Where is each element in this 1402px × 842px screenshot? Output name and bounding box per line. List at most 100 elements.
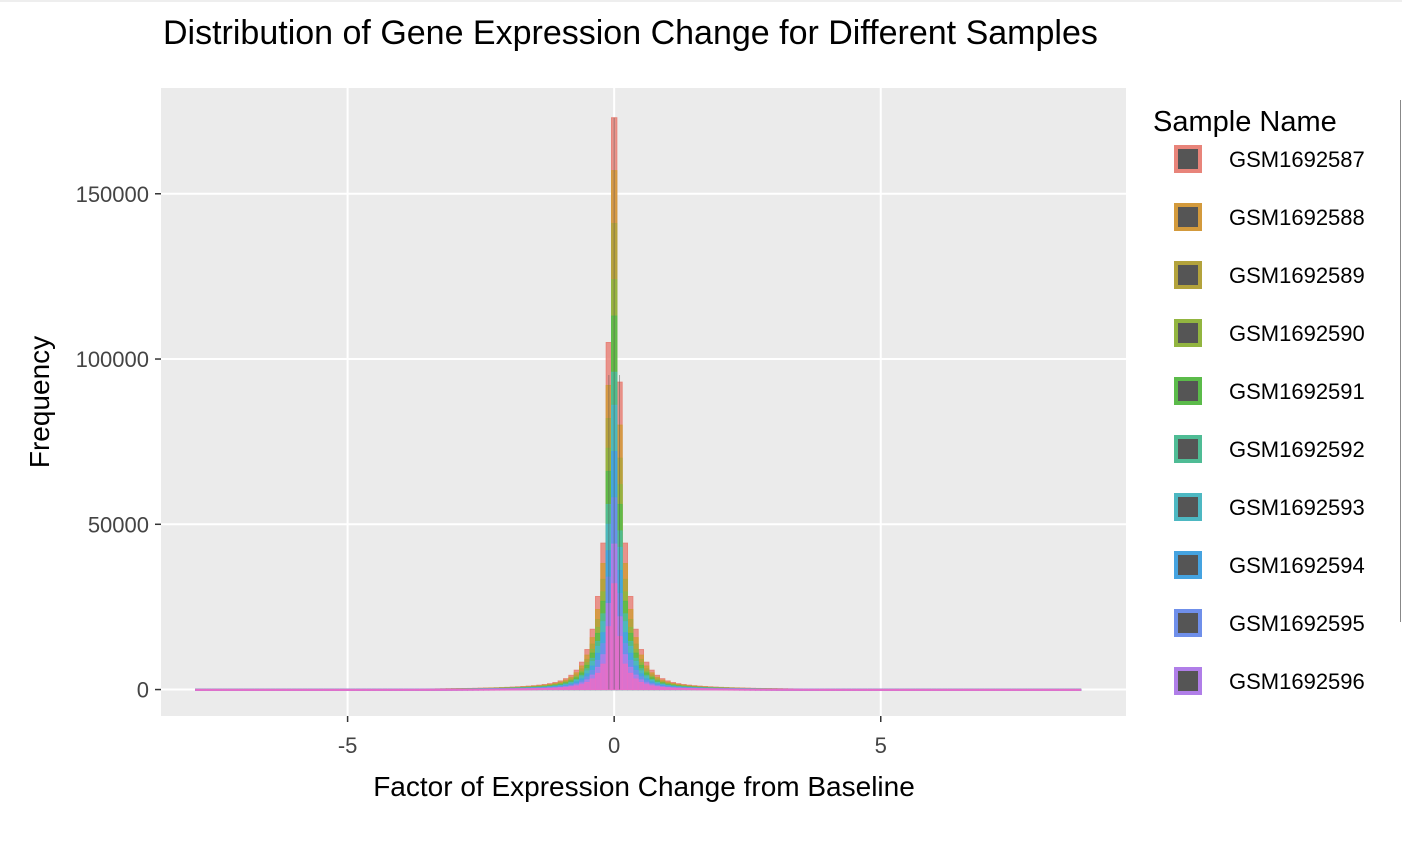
- histogram-bar: [627, 672, 634, 691]
- histogram-bar: [403, 688, 410, 691]
- legend-key: [1174, 203, 1202, 231]
- y-axis-label: Frequency: [24, 336, 55, 468]
- legend-label: GSM1692595: [1229, 611, 1365, 636]
- legend-item[interactable]: GSM1692596: [1174, 667, 1365, 695]
- legend-key: [1174, 319, 1202, 347]
- histogram-bar: [770, 688, 778, 691]
- histogram-bar: [461, 688, 469, 691]
- histogram-bar: [227, 688, 234, 691]
- x-tick-label: 0: [608, 733, 620, 758]
- legend-key: [1174, 551, 1202, 579]
- y-tick-label: 0: [137, 678, 149, 703]
- plot-panel: [161, 88, 1126, 716]
- legend-key: [1174, 609, 1202, 637]
- histogram-bar: [568, 686, 575, 691]
- histogram-bar: [701, 688, 708, 691]
- histogram-bar: [195, 688, 202, 691]
- histogram-bar: [317, 688, 325, 691]
- histogram-bar: [856, 688, 863, 691]
- histogram-bar: [285, 688, 293, 691]
- legend-item[interactable]: GSM1692595: [1174, 609, 1365, 637]
- histogram-bar: [653, 686, 660, 691]
- histogram-bar: [893, 688, 900, 691]
- histogram-bar: [253, 688, 261, 691]
- histogram-bar: [952, 688, 959, 691]
- legend-key: [1174, 377, 1202, 405]
- histogram-bar: [936, 688, 943, 691]
- legend-label: GSM1692590: [1229, 321, 1365, 346]
- histogram-bar: [994, 688, 1002, 691]
- histogram-bar: [275, 688, 282, 691]
- histogram-bar: [824, 688, 831, 691]
- histogram-bar: [872, 688, 879, 691]
- histogram-bar: [749, 688, 756, 691]
- histogram-bar: [536, 688, 543, 691]
- legend-item[interactable]: GSM1692589: [1174, 261, 1365, 289]
- histogram-bar: [845, 688, 852, 691]
- histogram-bar: [696, 688, 703, 691]
- histogram-bar: [280, 688, 287, 691]
- histogram-bar: [456, 688, 463, 691]
- legend-label: GSM1692589: [1229, 263, 1365, 288]
- histogram-bar: [525, 688, 533, 691]
- legend-item[interactable]: GSM1692592: [1174, 435, 1365, 463]
- histogram-bar: [962, 688, 970, 691]
- histogram-bar: [888, 688, 895, 691]
- legend-key: [1174, 667, 1202, 695]
- histogram-bar: [291, 688, 298, 691]
- histogram-bar: [477, 688, 485, 691]
- histogram-bar: [339, 688, 346, 691]
- histogram-bar: [850, 688, 858, 691]
- histogram-bar: [978, 688, 986, 691]
- histogram-bar: [808, 688, 815, 691]
- legend-item[interactable]: GSM1692593: [1174, 493, 1365, 521]
- legend-item[interactable]: GSM1692588: [1174, 203, 1365, 231]
- histogram-bar: [413, 688, 421, 691]
- legend-item[interactable]: GSM1692590: [1174, 319, 1365, 347]
- legend-item[interactable]: GSM1692587: [1174, 145, 1365, 173]
- histogram-bar: [621, 663, 629, 691]
- legend: Sample Name GSM1692587 GSM1692588 GSM16925…: [1153, 106, 1365, 695]
- histogram-bar: [680, 688, 687, 691]
- legend-label: GSM1692592: [1229, 437, 1365, 462]
- histogram-bar: [706, 688, 714, 691]
- legend-key: [1174, 493, 1202, 521]
- histogram-bar: [547, 687, 554, 691]
- y-tick-label: 100000: [76, 347, 149, 372]
- histogram-bar: [877, 688, 884, 691]
- histogram-bar: [328, 688, 335, 691]
- histogram-bar: [435, 688, 442, 691]
- x-axis-label: Factor of Expression Change from Baselin…: [373, 771, 915, 802]
- histogram-bar: [552, 687, 559, 691]
- histogram-bar: [632, 678, 639, 691]
- axes: -5 0 5 0 50000 100000 150000: [76, 182, 887, 758]
- histogram-bar: [429, 688, 437, 691]
- histogram-bar: [1032, 688, 1039, 691]
- histogram-bar: [467, 688, 474, 691]
- histogram-bars: [195, 117, 1082, 691]
- histogram-bar: [205, 688, 213, 691]
- histogram-bar: [1058, 688, 1066, 691]
- histogram-bar: [946, 688, 954, 691]
- histogram-bar: [573, 685, 581, 691]
- legend-item[interactable]: GSM1692591: [1174, 377, 1365, 405]
- histogram-bar: [728, 688, 735, 691]
- histogram-bar: [717, 688, 724, 691]
- histogram-bar: [371, 688, 378, 691]
- legend-scrollbar[interactable]: [1400, 100, 1401, 622]
- histogram-bar: [818, 688, 826, 691]
- histogram-bar: [914, 688, 922, 691]
- histogram-bar: [797, 688, 804, 691]
- legend-item[interactable]: GSM1692594: [1174, 551, 1365, 579]
- histogram-bar: [216, 688, 223, 691]
- histogram-bar: [1026, 688, 1034, 691]
- legend-key: [1174, 261, 1202, 289]
- histogram-bar: [685, 688, 692, 691]
- histogram-bar: [754, 688, 762, 691]
- histogram-bar: [419, 688, 426, 691]
- histogram-bar: [264, 688, 271, 691]
- histogram-bar: [1053, 688, 1060, 691]
- histogram-bar: [387, 688, 394, 691]
- histogram-bar: [307, 688, 314, 691]
